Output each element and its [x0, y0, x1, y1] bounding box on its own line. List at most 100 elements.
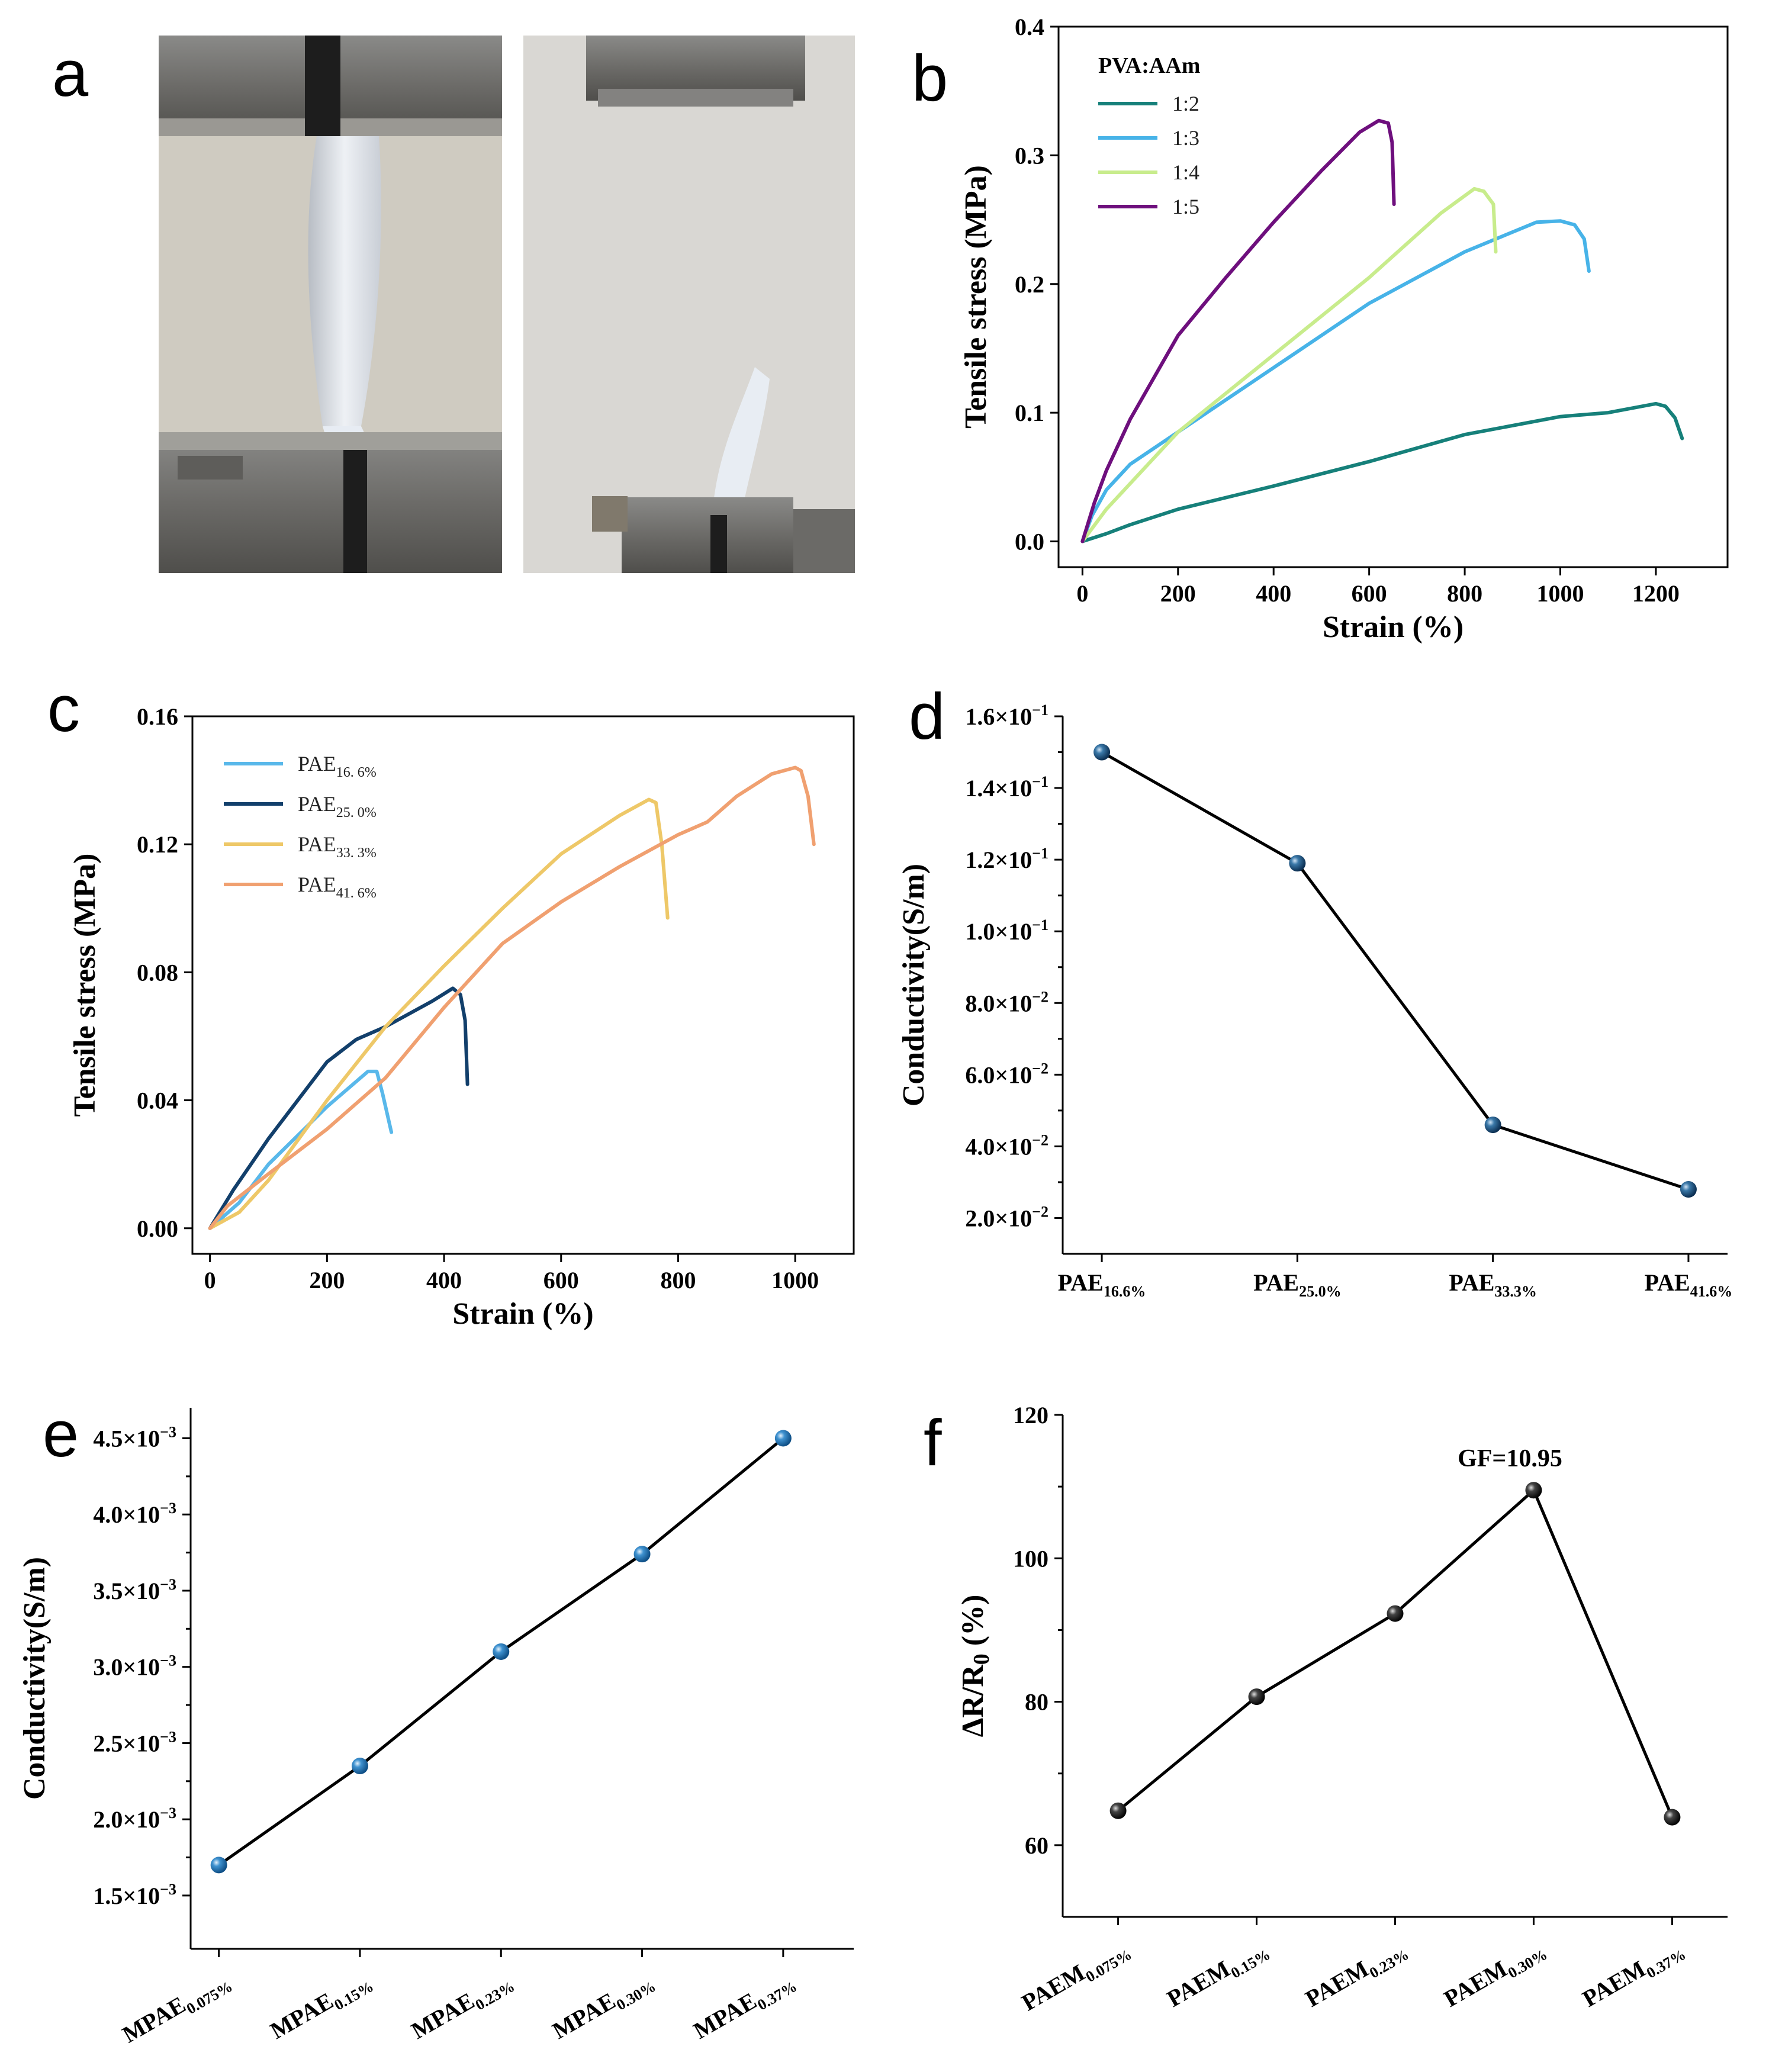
e-data-point	[774, 1430, 792, 1447]
d-ytick-label-exp: −2	[1032, 1203, 1048, 1220]
b-legend-label: 1:4	[1172, 160, 1199, 184]
c-xtick-label: 600	[543, 1267, 579, 1294]
f-ytick-label: 100	[1013, 1545, 1048, 1572]
c-legend-label-base: PAE	[298, 792, 336, 816]
panel-label-e: e	[43, 1398, 79, 1471]
f-xtick-label-base: PAEM	[1439, 1955, 1511, 2012]
c-legend-label: PAE16. 6%	[298, 752, 377, 780]
b-xtick-label: 0	[1076, 580, 1088, 607]
c-xtick-label: 0	[204, 1267, 216, 1294]
chart-b: 0 200 400 600 800 1000 1200 0.0 0.1 0.2 0.3 0.4 Stra…	[959, 14, 1729, 644]
f-data-point	[1387, 1605, 1404, 1622]
d-xtick-label-base: PAE	[1645, 1269, 1690, 1296]
b-xtick-label: 600	[1352, 580, 1387, 607]
d-ytick-label: 4.0×10−2	[965, 1131, 1048, 1160]
e-xtick-label: MPAE0.37%	[689, 1966, 800, 2048]
e-ytick-label-exp: −3	[160, 1423, 176, 1440]
e-data-point	[351, 1758, 368, 1775]
b-ytick-label: 0.1	[1015, 400, 1044, 426]
b-xtick-label: 800	[1447, 580, 1482, 607]
d-ytick-label-base: 4.0×10	[965, 1133, 1032, 1160]
panel-label-f: f	[924, 1407, 942, 1479]
e-ytick-label-base: 3.5×10	[93, 1578, 160, 1604]
panel-label-b: b	[912, 42, 948, 115]
e-ytick-label-base: 2.5×10	[93, 1730, 160, 1756]
b-legend-title: PVA:AAm	[1098, 53, 1200, 78]
d-ytick-label-base: 1.2×10	[965, 847, 1032, 873]
d-xtick-label: PAE16.6%	[1058, 1269, 1146, 1300]
d-ytick-label: 1.6×10−1	[965, 702, 1048, 730]
f-data-point	[1109, 1802, 1127, 1819]
e-xtick-label: MPAE0.15%	[266, 1966, 377, 2048]
c-ytick-label: 0.16	[137, 703, 178, 730]
chart-d: 2.0×10−24.0×10−26.0×10−28.0×10−21.0×10−1…	[897, 702, 1732, 1300]
d-xtick-label: PAE25.0%	[1253, 1269, 1342, 1300]
d-ytick-label-base: 1.4×10	[965, 775, 1032, 802]
c-xtick-label: 1000	[771, 1267, 819, 1294]
e-ytick-label-exp: −3	[160, 1500, 176, 1517]
e-data-point	[633, 1546, 651, 1563]
photo-left	[159, 36, 502, 573]
e-ytick-label-base: 2.0×10	[93, 1806, 160, 1833]
c-ytick-label: 0.04	[137, 1088, 178, 1114]
e-ytick-label: 1.5×10−3	[93, 1881, 176, 1909]
f-xtick-label-sub: 0.23%	[1366, 1946, 1411, 1982]
f-xtick-label-sub: 0.37%	[1643, 1946, 1688, 1982]
b-xtick-label: 1200	[1632, 580, 1680, 607]
c-ytick-label: 0.00	[137, 1215, 178, 1242]
d-xtick-label-sub: 25.0%	[1299, 1283, 1342, 1300]
f-xtick-label: PAEM0.15%	[1162, 1934, 1273, 2016]
e-ylabel: Conductivity(S/m)	[18, 1557, 52, 1800]
d-ytick-label: 2.0×10−2	[965, 1203, 1048, 1231]
c-legend-label-sub: 16. 6%	[336, 765, 377, 780]
f-xtick-label: PAEM0.075%	[1017, 1934, 1135, 2020]
b-legend-label: 1:5	[1172, 195, 1199, 218]
d-ytick-label-exp: −1	[1032, 845, 1048, 862]
chart-c: 0 200 400 600 800 1000 0.00 0.04 0.08 0.12 0.16 Str…	[68, 703, 855, 1331]
e-xtick-label-base: MPAE	[548, 1987, 620, 2044]
f-xtick-label-sub: 0.075%	[1083, 1946, 1135, 1986]
e-data-point	[493, 1643, 510, 1660]
e-xtick-label-sub: 0.23%	[472, 1978, 517, 2014]
e-xtick-label-sub: 0.075%	[184, 1978, 236, 2018]
f-ytick-label: 120	[1013, 1402, 1048, 1428]
d-xtick-label-base: PAE	[1253, 1269, 1299, 1296]
d-ytick-label-exp: −2	[1032, 1131, 1048, 1148]
f-xtick-label-base: PAEM	[1162, 1955, 1234, 2012]
c-ylabel: Tensile stress (MPa)	[68, 854, 102, 1117]
c-legend-label: PAE33. 3%	[298, 832, 377, 861]
e-xtick-label-sub: 0.37%	[754, 1978, 799, 2014]
f-xtick-label: PAEM0.30%	[1439, 1934, 1550, 2016]
chart-e: 1.5×10−32.0×10−32.5×10−33.0×10−33.5×10−3…	[18, 1408, 854, 2052]
d-data-point	[1289, 855, 1306, 872]
e-ytick-label-exp: −3	[160, 1728, 176, 1745]
f-xtick-label: PAEM0.23%	[1301, 1934, 1411, 2016]
f-ytick-label: 80	[1025, 1689, 1048, 1716]
b-xtick-label: 400	[1256, 580, 1291, 607]
e-xtick-label-sub: 0.15%	[332, 1978, 377, 2014]
b-ytick-label: 0.4	[1015, 14, 1044, 40]
f-xtick-label-base: PAEM	[1017, 1959, 1089, 2016]
c-legend-label-base: PAE	[298, 752, 336, 776]
b-ytick-label: 0.2	[1015, 271, 1044, 298]
d-series-line	[1101, 751, 1689, 1191]
c-xtick-label: 800	[660, 1267, 696, 1294]
e-xtick-label: MPAE0.075%	[118, 1966, 236, 2052]
f-annotation: GF=10.95	[1458, 1445, 1562, 1472]
d-xtick-label-base: PAE	[1449, 1269, 1494, 1296]
c-legend-label-sub: 33. 3%	[336, 845, 377, 861]
e-ytick-label-base: 4.5×10	[93, 1425, 160, 1452]
f-xtick-label: PAEM0.37%	[1578, 1934, 1688, 2016]
f-ylabel-unit: (%)	[956, 1595, 990, 1654]
c-legend-label-sub: 25. 0%	[336, 805, 377, 821]
e-ytick-label-base: 1.5×10	[93, 1883, 160, 1909]
d-data-point	[1484, 1117, 1501, 1134]
e-ytick-label-base: 3.0×10	[93, 1654, 160, 1681]
e-xtick-label: MPAE0.30%	[548, 1966, 658, 2048]
c-legend-label-base: PAE	[298, 873, 336, 896]
d-xtick-label: PAE41.6%	[1645, 1269, 1733, 1300]
c-xtick-label: 200	[309, 1267, 345, 1294]
f-ytick-label: 60	[1025, 1832, 1048, 1859]
d-xtick-label-sub: 16.6%	[1104, 1283, 1146, 1300]
